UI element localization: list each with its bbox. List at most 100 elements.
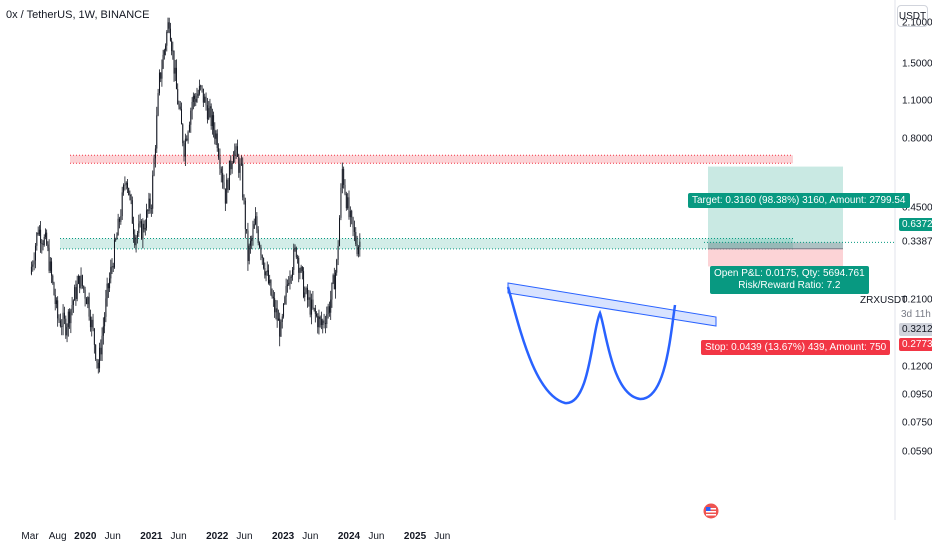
candle-body <box>196 95 198 102</box>
candle-body <box>160 72 162 79</box>
time-tick-label: Jun <box>170 531 187 542</box>
candle-body <box>111 266 113 268</box>
candle-body <box>149 198 151 209</box>
candle-body <box>118 218 120 222</box>
candle-body <box>180 109 182 125</box>
candle-body <box>191 101 193 111</box>
candle-body <box>292 269 294 277</box>
price-tick-label: 0.3387 <box>902 236 932 248</box>
candle-body <box>171 40 173 52</box>
candle-body <box>202 88 204 103</box>
candle-body <box>59 320 61 327</box>
candle-body <box>63 312 65 319</box>
currency-button[interactable]: USDT <box>897 5 928 27</box>
candle-body <box>353 227 355 233</box>
candle-body <box>349 210 351 218</box>
candle-body <box>210 106 212 127</box>
candle-body <box>295 247 297 258</box>
time-tick-label: Jun <box>104 531 121 542</box>
candle-body <box>148 198 150 211</box>
candle-body <box>197 93 199 96</box>
candle-body <box>238 156 240 173</box>
candle-body <box>265 271 267 276</box>
candle-body <box>161 68 163 79</box>
candle-body <box>347 197 349 209</box>
candle-body <box>36 232 38 246</box>
candle-body <box>344 184 346 194</box>
candle-body <box>40 229 42 244</box>
candle-body <box>294 247 296 249</box>
candle-body <box>232 155 234 164</box>
chart-title: 0x / TetherUS, 1W, BINANCE <box>6 9 150 21</box>
candle-body <box>301 266 303 272</box>
candle-body <box>235 146 237 151</box>
candle-body <box>286 284 288 287</box>
candle-body <box>289 277 291 283</box>
candle-body <box>215 133 217 139</box>
candle-body <box>259 242 261 248</box>
candle-body <box>246 229 248 231</box>
time-tick-label: 2025 <box>403 531 427 542</box>
candle-body <box>299 271 301 273</box>
candle-body <box>81 275 83 286</box>
candle-body <box>183 143 185 157</box>
candle-body <box>323 320 325 324</box>
time-tick-label: 2021 <box>140 531 163 542</box>
candle-body <box>163 50 165 55</box>
news-flag-icon[interactable] <box>703 503 719 519</box>
candle-body <box>298 257 300 273</box>
candle-body <box>96 359 98 363</box>
candle-body <box>80 275 82 288</box>
price-tick-label: 0.1200 <box>902 361 932 373</box>
candle-body <box>257 229 259 243</box>
candle-body <box>271 294 273 297</box>
candle-body <box>177 89 179 105</box>
candle-body <box>30 266 32 275</box>
candle-body <box>293 248 295 270</box>
candle-body <box>348 197 350 218</box>
candle-body <box>312 299 314 308</box>
candle-body <box>66 327 68 336</box>
candle-body <box>213 115 215 130</box>
candle-body <box>228 160 230 190</box>
candle-body <box>52 275 54 283</box>
price-tick-label: 1.1000 <box>902 95 932 107</box>
candle-body <box>208 108 210 120</box>
candle-body <box>314 308 316 314</box>
candle-body <box>327 306 329 315</box>
candle-body <box>162 54 164 69</box>
candle-body <box>117 218 119 236</box>
candle-body <box>205 96 207 106</box>
position-open-pnl-area <box>708 242 843 249</box>
candle-body <box>223 182 225 189</box>
candle-body <box>133 223 135 235</box>
candle-body <box>156 115 158 149</box>
position-loss-area <box>708 248 843 267</box>
candle-body <box>152 175 154 209</box>
candle-body <box>71 305 73 310</box>
candle-body <box>284 296 286 304</box>
candle-body <box>220 168 222 173</box>
candle-body <box>318 316 320 328</box>
candle-body <box>331 282 333 300</box>
candle-body <box>333 275 335 290</box>
candle-body <box>304 292 306 298</box>
candle-body <box>150 208 152 209</box>
candles-layer <box>30 17 361 374</box>
candle-body <box>79 275 81 288</box>
candle-body <box>153 158 155 176</box>
target-price-tag: 0.6372 <box>899 218 932 231</box>
candle-body <box>251 238 253 242</box>
candle-body <box>252 228 254 239</box>
candle-body <box>345 193 347 209</box>
candle-body <box>46 232 48 245</box>
candle-body <box>249 241 251 246</box>
candle-body <box>272 296 274 299</box>
candle-body <box>165 45 167 51</box>
candle-body <box>335 272 337 290</box>
candle-body <box>219 157 221 169</box>
candle-body <box>57 300 59 319</box>
price-tick-label: 0.8000 <box>902 133 932 145</box>
candle-body <box>311 299 313 315</box>
